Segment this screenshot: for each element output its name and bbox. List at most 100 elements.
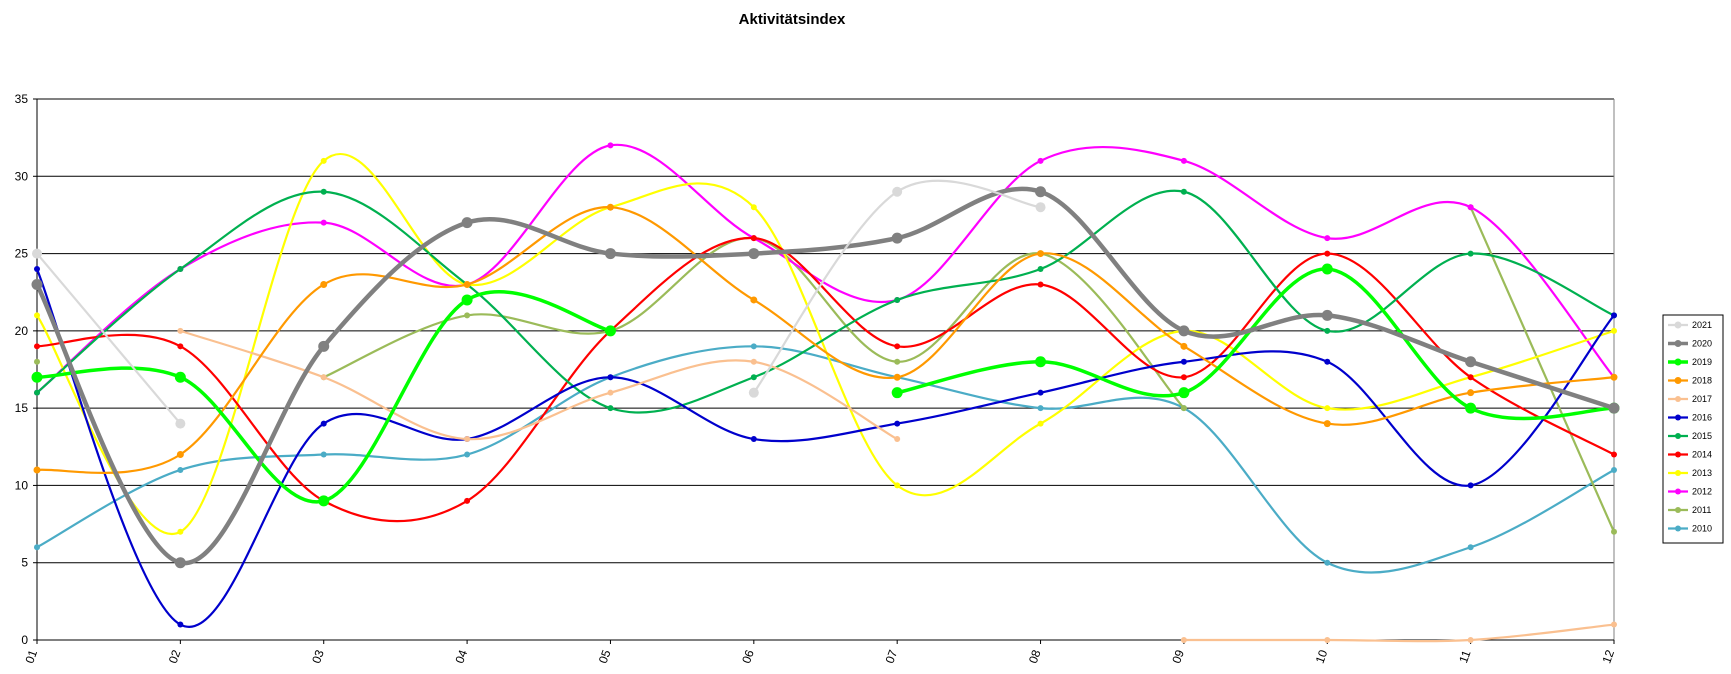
legend-label: 2016	[1692, 413, 1712, 423]
x-tick-label: 07	[883, 648, 901, 666]
data-point	[1037, 157, 1044, 164]
data-point	[1465, 356, 1477, 368]
data-point	[750, 358, 757, 365]
data-point	[1467, 482, 1474, 489]
series-line	[35, 267, 1616, 628]
legend-item: 2017	[1668, 394, 1712, 404]
legend-swatch-marker	[1675, 396, 1681, 402]
y-tick-label: 35	[15, 92, 29, 106]
data-point	[750, 343, 757, 350]
data-point	[894, 358, 901, 365]
data-point	[750, 235, 757, 242]
legend-item: 2015	[1668, 431, 1712, 441]
x-tick-label: 09	[1169, 648, 1187, 666]
data-point	[748, 387, 759, 398]
legend-label: 2020	[1692, 339, 1712, 349]
data-point	[748, 248, 760, 260]
series-line	[35, 290, 613, 504]
data-point	[320, 451, 327, 458]
data-point	[1324, 358, 1331, 365]
data-point	[1323, 420, 1331, 428]
y-tick-label: 5	[21, 556, 28, 570]
series-2020	[31, 186, 1620, 569]
data-point	[894, 296, 901, 303]
legend-label: 2014	[1692, 450, 1712, 460]
data-point	[177, 266, 184, 273]
data-point	[1324, 327, 1331, 334]
x-tick-label: 11	[1456, 648, 1474, 665]
legend-item: 2018	[1668, 376, 1712, 386]
data-point	[1324, 637, 1331, 643]
data-point	[892, 186, 903, 197]
data-point	[320, 280, 328, 288]
data-point	[1467, 389, 1475, 397]
legend-swatch-marker	[1674, 377, 1682, 384]
series-2021	[32, 179, 1046, 429]
data-point	[1324, 559, 1331, 566]
x-tick-label: 04	[452, 648, 470, 666]
data-point	[1467, 637, 1474, 643]
data-point	[1037, 420, 1044, 427]
data-point	[1610, 373, 1618, 381]
series-line	[35, 189, 1616, 414]
data-point	[177, 343, 184, 350]
data-point	[320, 157, 327, 164]
data-point	[1180, 188, 1187, 195]
chart-title: Aktivitätsindex	[739, 11, 846, 28]
data-point	[750, 436, 757, 443]
gridlines	[37, 98, 1614, 564]
data-point	[1467, 544, 1474, 551]
series-line	[35, 345, 1616, 574]
data-point	[1324, 405, 1331, 412]
data-point	[320, 420, 327, 427]
y-tick-label: 25	[15, 247, 29, 261]
series-line	[1469, 206, 1616, 533]
data-point	[175, 418, 186, 429]
data-point	[1611, 466, 1617, 473]
series-line	[895, 267, 1616, 421]
data-point	[891, 232, 903, 244]
data-point	[177, 327, 184, 334]
series-line	[34, 186, 1617, 566]
series-line	[752, 179, 1042, 394]
data-point	[1037, 389, 1044, 396]
legend-item: 2019	[1668, 357, 1712, 367]
data-point	[1180, 374, 1187, 381]
data-point	[607, 374, 614, 381]
data-point	[174, 557, 186, 569]
data-point	[1321, 309, 1333, 321]
data-point	[464, 312, 471, 319]
data-point	[1180, 342, 1188, 350]
legend-swatch-marker	[1675, 433, 1681, 439]
series-line	[1182, 623, 1616, 643]
data-point	[894, 436, 901, 443]
data-point	[176, 451, 184, 459]
data-point	[1180, 157, 1187, 164]
data-point	[34, 544, 40, 551]
data-point	[1467, 374, 1474, 381]
legend-label: 2017	[1692, 394, 1712, 404]
legend-item: 2013	[1668, 468, 1712, 478]
data-point	[894, 420, 901, 427]
data-point	[461, 217, 473, 229]
data-point	[33, 466, 41, 474]
x-tick-label: 03	[309, 648, 327, 666]
data-point	[31, 371, 43, 383]
legend-swatch-marker	[1674, 321, 1682, 329]
series-line	[35, 252, 182, 425]
data-point	[320, 374, 327, 381]
data-point	[320, 219, 327, 226]
data-point	[1321, 263, 1333, 275]
data-point	[177, 466, 184, 473]
data-point	[174, 371, 186, 383]
legend-swatch-marker	[1675, 451, 1681, 458]
data-point	[461, 294, 473, 306]
y-tick-label: 30	[15, 169, 29, 183]
data-point	[1037, 266, 1044, 273]
series-line	[35, 152, 1616, 536]
legend-label: 2021	[1692, 320, 1712, 330]
data-point	[1180, 637, 1187, 643]
legend-label: 2019	[1692, 357, 1712, 367]
